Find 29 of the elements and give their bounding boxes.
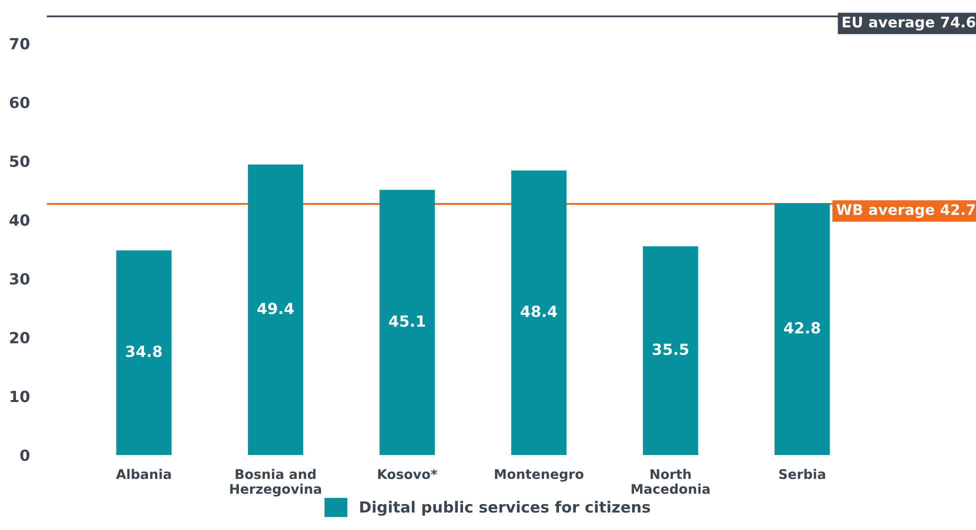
x-tick-label: Albania — [116, 468, 171, 480]
bar — [248, 164, 304, 456]
x-tick-label: North Macedonia — [632, 468, 710, 494]
y-tick-label: 70 — [10, 38, 30, 50]
data-label: 35.5 — [652, 344, 688, 356]
data-label: 42.8 — [784, 322, 820, 334]
y-tick-label: 60 — [10, 96, 30, 108]
y-tick-label: 40 — [10, 214, 30, 226]
x-tick-label: Serbia — [779, 468, 826, 480]
bar — [511, 170, 567, 456]
bar — [116, 250, 172, 456]
y-tick-label: 0 — [20, 449, 30, 462]
x-tick-label: Bosnia and Herzegovina — [230, 468, 322, 497]
data-label: 34.8 — [126, 346, 162, 358]
bar — [642, 246, 698, 456]
legend-label: Digital public services for citizens — [360, 500, 650, 516]
x-tick-label: Kosovo* — [378, 469, 438, 480]
y-tick-label: 30 — [10, 273, 30, 285]
bar — [774, 203, 830, 456]
x-tick-label: Montenegro — [494, 469, 584, 482]
y-tick-label: 50 — [10, 155, 30, 168]
ref-line-label: EU average 74.6 — [842, 16, 976, 31]
ref-line-label: WB average 42.7 — [836, 204, 975, 218]
y-tick-label: 20 — [10, 332, 30, 344]
data-label: 49.4 — [257, 302, 294, 314]
data-label: 45.1 — [389, 316, 426, 327]
y-tick-label: 10 — [10, 390, 30, 402]
data-label: 48.4 — [520, 306, 558, 318]
bar — [380, 190, 435, 456]
